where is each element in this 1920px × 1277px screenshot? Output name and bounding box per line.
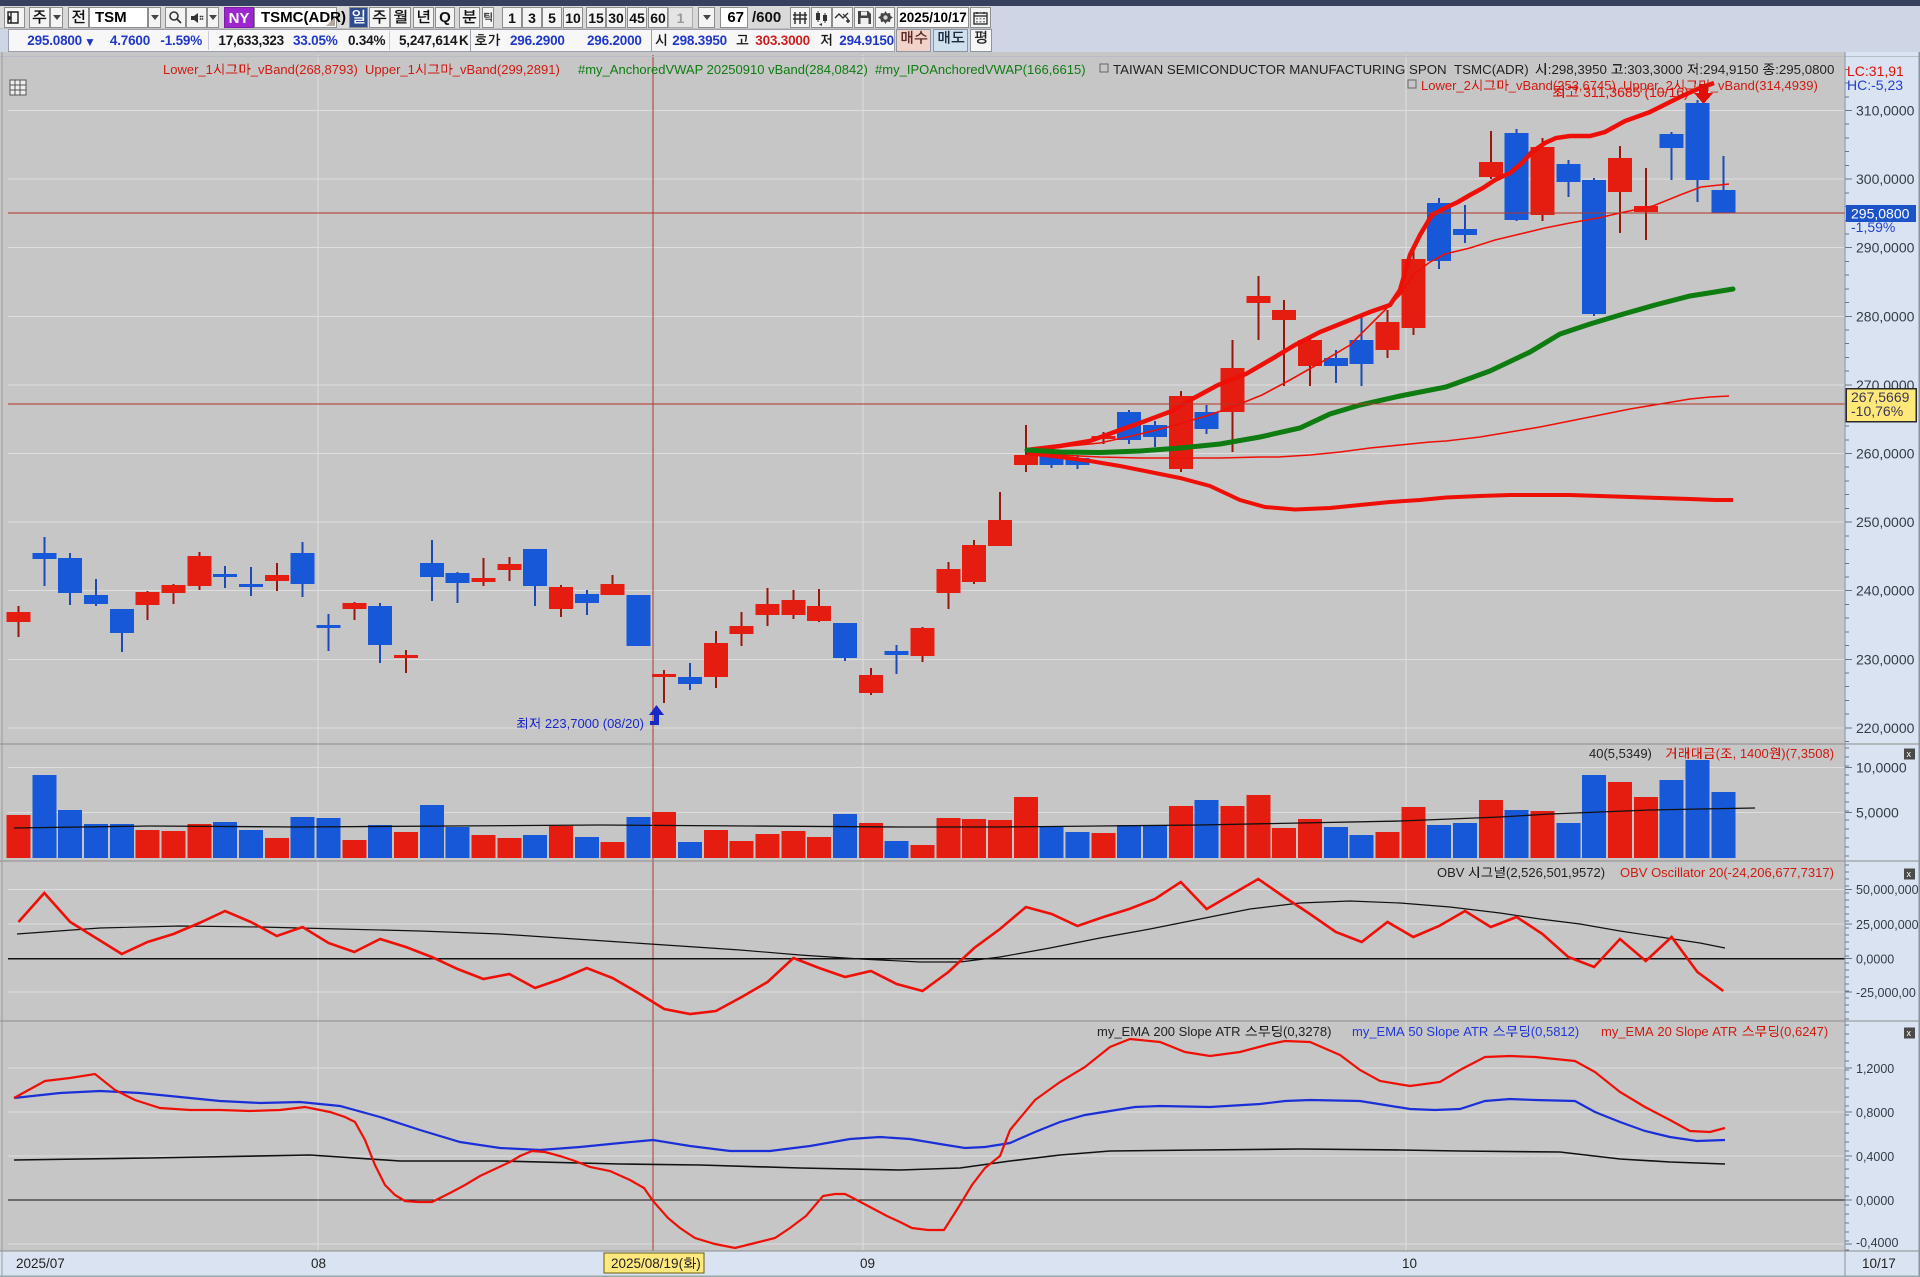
svg-text:(2,526,501,9572): (2,526,501,9572) — [1506, 865, 1605, 880]
svg-text:OBV: OBV — [1437, 865, 1468, 880]
svg-text:-1,59%: -1,59% — [1851, 219, 1895, 235]
svg-text:x: x — [1907, 1028, 1912, 1038]
svg-text:Lower_1: Lower_1 — [163, 62, 213, 77]
svg-text:280,0000: 280,0000 — [1856, 308, 1915, 324]
svg-text:2025/08/19(: 2025/08/19( — [611, 1256, 684, 1271]
svg-text:10/17: 10/17 — [1862, 1256, 1896, 1271]
svg-text::295,0800: :295,0800 — [1775, 62, 1834, 77]
svg-text:240,0000: 240,0000 — [1856, 583, 1915, 599]
svg-text:230,0000: 230,0000 — [1856, 651, 1915, 667]
svg-text:x: x — [1907, 869, 1912, 879]
svg-text:(0,3278): (0,3278) — [1283, 1024, 1331, 1039]
svg-text:, 1400: , 1400 — [1733, 746, 1769, 761]
svg-text:Lower_2: Lower_2 — [1421, 78, 1471, 93]
svg-text:10,0000: 10,0000 — [1856, 760, 1907, 776]
svg-text:(0,5812): (0,5812) — [1531, 1024, 1579, 1039]
svg-text:my_EMA 20 Slope ATR: my_EMA 20 Slope ATR — [1601, 1024, 1741, 1039]
svg-text:#my_AnchoredVWAP 20250910 vBan: #my_AnchoredVWAP 20250910 vBand(284,0842… — [578, 62, 1086, 77]
svg-text:HC:-5,23: HC:-5,23 — [1847, 77, 1903, 93]
svg-text::298,3950: :298,3950 — [1548, 62, 1611, 77]
svg-text:250,0000: 250,0000 — [1856, 514, 1915, 530]
svg-text:_vBand(268,8793) Upper_1: _vBand(268,8793) Upper_1 — [250, 62, 415, 77]
svg-text:310,0000: 310,0000 — [1856, 103, 1915, 119]
svg-text:(: ( — [1716, 746, 1721, 761]
svg-text:-0,4000: -0,4000 — [1856, 1236, 1898, 1250]
svg-text:OBV Oscillator 20(-24,206,677,: OBV Oscillator 20(-24,206,677,7317) — [1620, 865, 1834, 880]
svg-text:-10,76%: -10,76% — [1851, 403, 1903, 419]
svg-text:220,0000: 220,0000 — [1856, 720, 1915, 736]
svg-text:2025/07: 2025/07 — [16, 1256, 65, 1271]
svg-text:1,2000: 1,2000 — [1856, 1062, 1894, 1076]
svg-text::294,9150: :294,9150 — [1699, 62, 1762, 77]
svg-text:311,3685 (10/16): 311,3685 (10/16) — [1579, 84, 1689, 100]
svg-text:): ) — [696, 1256, 701, 1271]
svg-text:40(5,5349): 40(5,5349) — [1589, 746, 1652, 761]
svg-text:my_EMA 50 Slope ATR: my_EMA 50 Slope ATR — [1352, 1024, 1492, 1039]
svg-text:267,5669: 267,5669 — [1851, 389, 1910, 405]
svg-text:260,0000: 260,0000 — [1856, 446, 1915, 462]
svg-text:0,0000: 0,0000 — [1856, 953, 1894, 967]
svg-text:my_EMA 200 Slope ATR: my_EMA 200 Slope ATR — [1097, 1024, 1244, 1039]
svg-text:10: 10 — [1402, 1256, 1417, 1271]
svg-text:)(7,3508): )(7,3508) — [1781, 746, 1834, 761]
svg-text:(0,6247): (0,6247) — [1780, 1024, 1828, 1039]
svg-text:-25,000,00: -25,000,00 — [1856, 986, 1916, 1000]
svg-text:08: 08 — [311, 1256, 326, 1271]
svg-text:0,0000: 0,0000 — [1856, 1194, 1894, 1208]
svg-text:25,000,000: 25,000,000 — [1856, 918, 1919, 932]
svg-text:TAIWAN SEMICONDUCTOR MANUFACTU: TAIWAN SEMICONDUCTOR MANUFACTURING SPON … — [1113, 62, 1532, 77]
svg-text:295,0800: 295,0800 — [1851, 206, 1910, 222]
svg-text:300,0000: 300,0000 — [1856, 171, 1915, 187]
svg-text:5,0000: 5,0000 — [1856, 805, 1899, 821]
svg-text::303,3000: :303,3000 — [1624, 62, 1687, 77]
svg-text:x: x — [1907, 749, 1912, 759]
svg-text:50,000,000: 50,000,000 — [1856, 883, 1919, 897]
svg-text:_vBand(299,2891): _vBand(299,2891) — [452, 62, 560, 77]
svg-text:09: 09 — [860, 1256, 875, 1271]
svg-text:_vBand(253,6745) Upper_2: _vBand(253,6745) Upper_2 — [1508, 78, 1673, 93]
svg-text:290,0000: 290,0000 — [1856, 240, 1915, 256]
svg-text:LC:31,91: LC:31,91 — [1847, 63, 1904, 79]
svg-text:0,8000: 0,8000 — [1856, 1106, 1894, 1120]
svg-text:_vBand(314,4939): _vBand(314,4939) — [1710, 78, 1818, 93]
svg-text:223,7000 (08/20): 223,7000 (08/20) — [541, 716, 644, 731]
svg-text:0,4000: 0,4000 — [1856, 1150, 1894, 1164]
